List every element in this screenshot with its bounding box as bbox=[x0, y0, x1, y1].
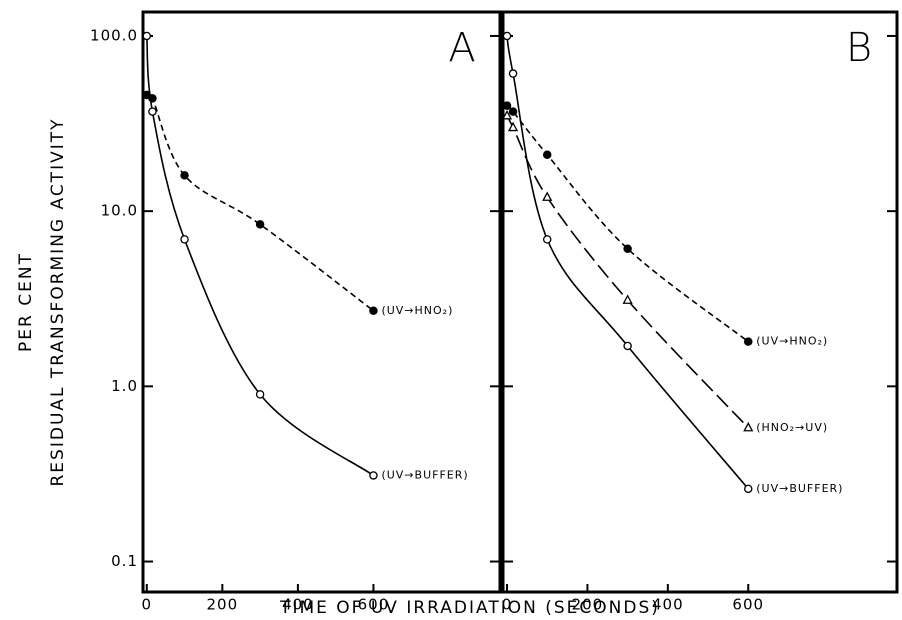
marker bbox=[622, 294, 633, 304]
plot-frame bbox=[141, 10, 502, 594]
series-line bbox=[506, 35, 749, 490]
y-axis-label: RESIDUAL TRANSFORMING ACTIVITY bbox=[48, 118, 68, 487]
x-axis-label: TIME OF UV IRRADIATION (SECONDS) bbox=[279, 598, 660, 618]
marker bbox=[148, 107, 157, 116]
x-tick-label: 0 bbox=[142, 596, 153, 614]
series-line bbox=[145, 35, 374, 477]
panel-title: A bbox=[448, 25, 475, 71]
series-line bbox=[506, 115, 749, 429]
y-axis-label: PER CENT bbox=[16, 252, 36, 352]
marker bbox=[142, 31, 152, 41]
series-line bbox=[506, 105, 749, 343]
x-tick-label: 200 bbox=[207, 596, 239, 614]
marker bbox=[542, 191, 553, 201]
marker bbox=[542, 235, 552, 244]
x-tick-label: 600 bbox=[732, 596, 764, 614]
series-label: (UV→HNO₂) bbox=[756, 335, 828, 348]
marker bbox=[255, 220, 265, 229]
y-tick-label: 0.1 bbox=[111, 552, 138, 570]
y-tick-label: 10.0 bbox=[101, 202, 138, 220]
panel-title: B bbox=[846, 25, 872, 71]
series-label: (HNO₂→UV) bbox=[756, 421, 828, 434]
x-tick-label: 200 bbox=[572, 596, 604, 614]
marker bbox=[508, 69, 518, 78]
x-tick-label: 600 bbox=[358, 596, 390, 614]
marker bbox=[507, 121, 519, 132]
y-tick-label: 1.0 bbox=[111, 377, 138, 395]
marker bbox=[743, 421, 754, 432]
marker bbox=[743, 484, 753, 494]
marker bbox=[743, 337, 753, 346]
x-tick-label: 0 bbox=[502, 596, 513, 614]
series-label: (UV→HNO₂) bbox=[381, 304, 453, 317]
marker bbox=[369, 471, 378, 480]
y-tick-label: 100.0 bbox=[90, 26, 138, 44]
marker bbox=[623, 244, 632, 254]
series-line bbox=[145, 90, 374, 312]
marker bbox=[623, 341, 632, 351]
series-label: (UV→BUFFER) bbox=[756, 482, 843, 495]
marker bbox=[255, 390, 265, 399]
marker bbox=[508, 107, 518, 116]
marker bbox=[369, 306, 378, 316]
marker bbox=[180, 171, 189, 180]
marker bbox=[502, 31, 512, 41]
marker bbox=[180, 235, 189, 244]
x-tick-label: 400 bbox=[282, 596, 314, 614]
marker bbox=[502, 101, 512, 110]
marker bbox=[501, 109, 513, 120]
plot-frame bbox=[501, 10, 899, 594]
marker bbox=[542, 150, 552, 159]
x-tick-label: 400 bbox=[652, 596, 684, 614]
series-label: (UV→BUFFER) bbox=[381, 468, 468, 481]
